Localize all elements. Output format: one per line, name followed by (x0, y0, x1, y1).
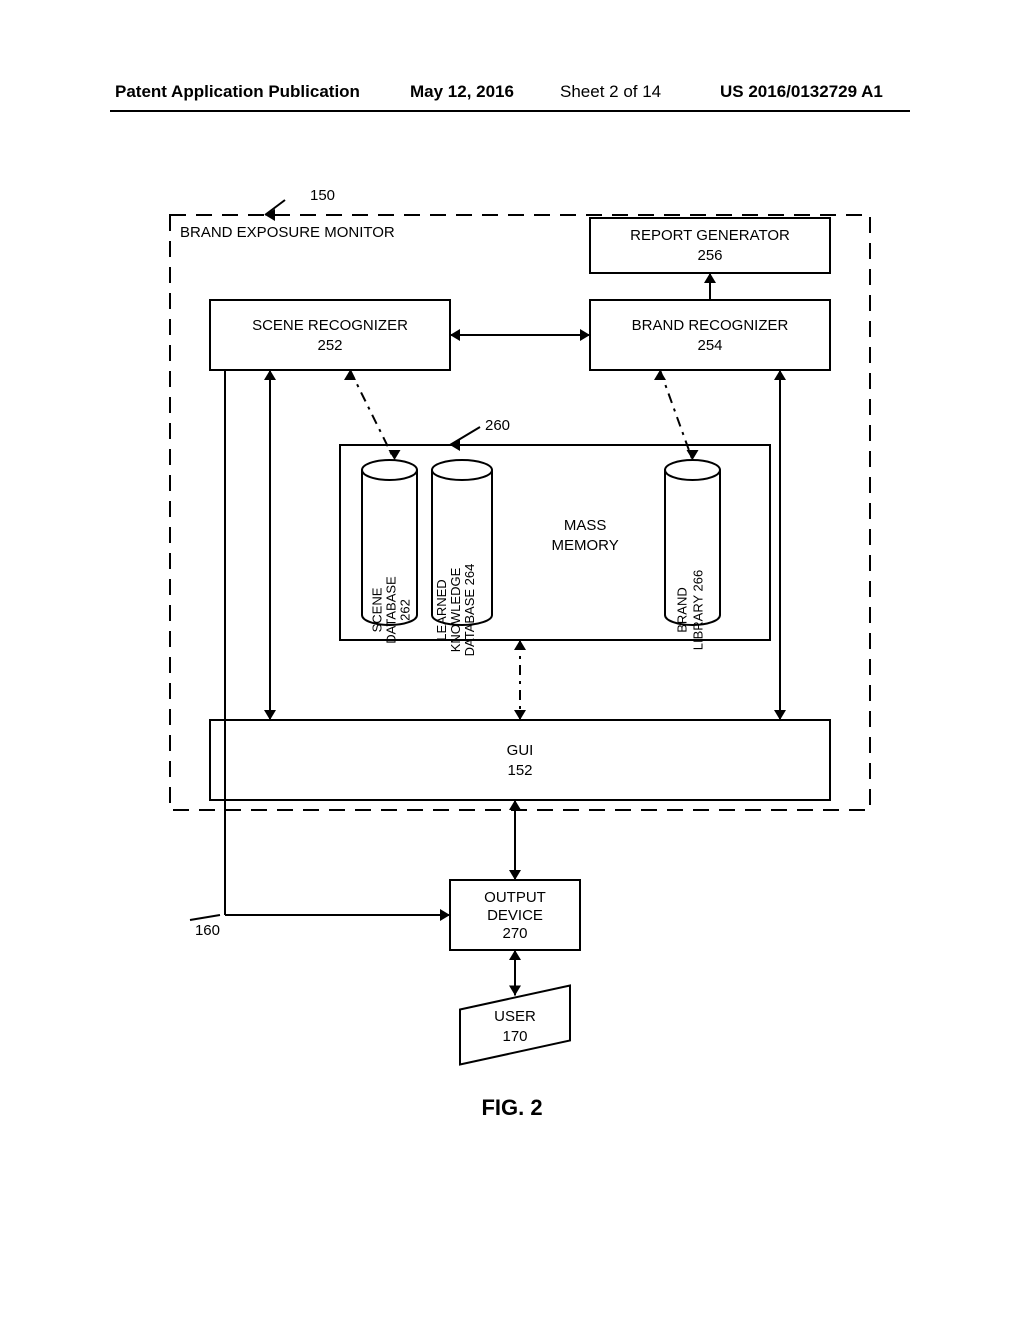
svg-text:BRAND EXPOSURE MONITOR: BRAND EXPOSURE MONITOR (180, 224, 395, 241)
svg-text:160: 160 (195, 922, 220, 939)
svg-text:256: 256 (697, 247, 722, 264)
svg-text:LEARNED: LEARNED (434, 579, 449, 640)
svg-text:260: 260 (485, 417, 510, 434)
svg-text:152: 152 (507, 762, 532, 779)
pub-label: Patent Application Publication (115, 82, 360, 102)
svg-text:BRAND: BRAND (675, 587, 690, 633)
pub-date: May 12, 2016 (410, 82, 514, 102)
svg-text:MASS: MASS (564, 517, 607, 534)
svg-text:BRAND RECOGNIZER: BRAND RECOGNIZER (632, 317, 789, 334)
svg-text:SCENE: SCENE (370, 587, 385, 632)
pub-number: US 2016/0132729 A1 (720, 82, 883, 102)
svg-text:USER: USER (494, 1008, 536, 1025)
sheet-number: Sheet 2 of 14 (560, 82, 661, 102)
figure-caption: FIG. 2 (0, 1095, 1024, 1121)
svg-text:MEMORY: MEMORY (551, 537, 618, 554)
svg-text:SCENE RECOGNIZER: SCENE RECOGNIZER (252, 317, 408, 334)
svg-text:OUTPUT: OUTPUT (484, 889, 546, 906)
page-container: Patent Application Publication May 12, 2… (0, 0, 1024, 1320)
svg-text:DEVICE: DEVICE (487, 907, 543, 924)
svg-text:LIBRARY 266: LIBRARY 266 (691, 570, 706, 650)
header-divider (110, 110, 910, 112)
svg-text:150: 150 (310, 187, 335, 204)
svg-text:KNOWLEDGE: KNOWLEDGE (448, 567, 463, 652)
svg-text:262: 262 (398, 599, 413, 621)
svg-text:270: 270 (502, 925, 527, 942)
svg-text:170: 170 (502, 1028, 527, 1045)
svg-text:DATABASE 264: DATABASE 264 (462, 564, 477, 657)
svg-text:DATABASE: DATABASE (384, 576, 399, 644)
svg-text:GUI: GUI (507, 742, 534, 759)
diagram-svg: 150 BRAND EXPOSURE MONITOR REPORT GENERATO… (110, 160, 910, 1080)
svg-text:252: 252 (317, 337, 342, 354)
svg-text:REPORT GENERATOR: REPORT GENERATOR (630, 227, 790, 244)
svg-text:254: 254 (697, 337, 722, 354)
